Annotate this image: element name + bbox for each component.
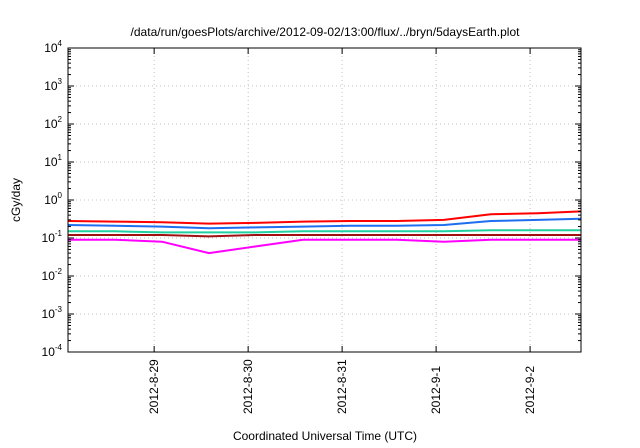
y-tick-label: 104 [44,39,62,55]
x-tick-label: 2012-8-31 [335,359,349,414]
y-tick-label: 102 [44,115,62,131]
y-tick-label: 103 [44,77,62,93]
y-tick-label: 10-3 [42,305,63,321]
series-line-2 [67,217,582,230]
y-tick-label: 101 [44,153,62,169]
x-tick-label: 2012-8-29 [147,359,161,414]
y-tick-label: 10-2 [42,267,63,283]
y-tick-label: 10-4 [42,343,63,359]
ticks: 10-4 10-3 10-2 10-1 100 101 102 103 104 2012-8-29… [42,39,581,414]
x-tick-label: 2012-9-2 [523,366,537,414]
series-line-3 [68,229,581,234]
series-line-4 [68,234,581,238]
x-tick-label: 2012-8-30 [241,359,255,414]
x-axis-label: Coordinated Universal Time (UTC) [233,429,417,443]
grid [68,48,581,352]
series-group [67,210,582,255]
y-tick-label: 100 [44,191,62,207]
y-tick-label: 10-1 [42,229,63,245]
x-tick-label: 2012-9-1 [429,366,443,414]
series-line-1 [67,210,582,225]
chart-title: /data/run/goesPlots/archive/2012-09-02/1… [131,25,521,39]
y-axis-label: cGy/day [9,178,23,222]
series-line-5 [68,238,581,255]
